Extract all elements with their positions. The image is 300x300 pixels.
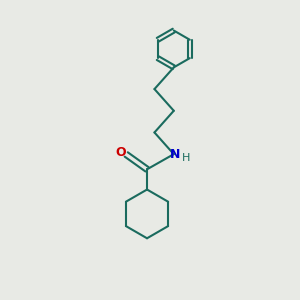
Text: O: O: [116, 146, 126, 160]
Text: H: H: [182, 153, 190, 163]
Text: N: N: [170, 148, 181, 161]
